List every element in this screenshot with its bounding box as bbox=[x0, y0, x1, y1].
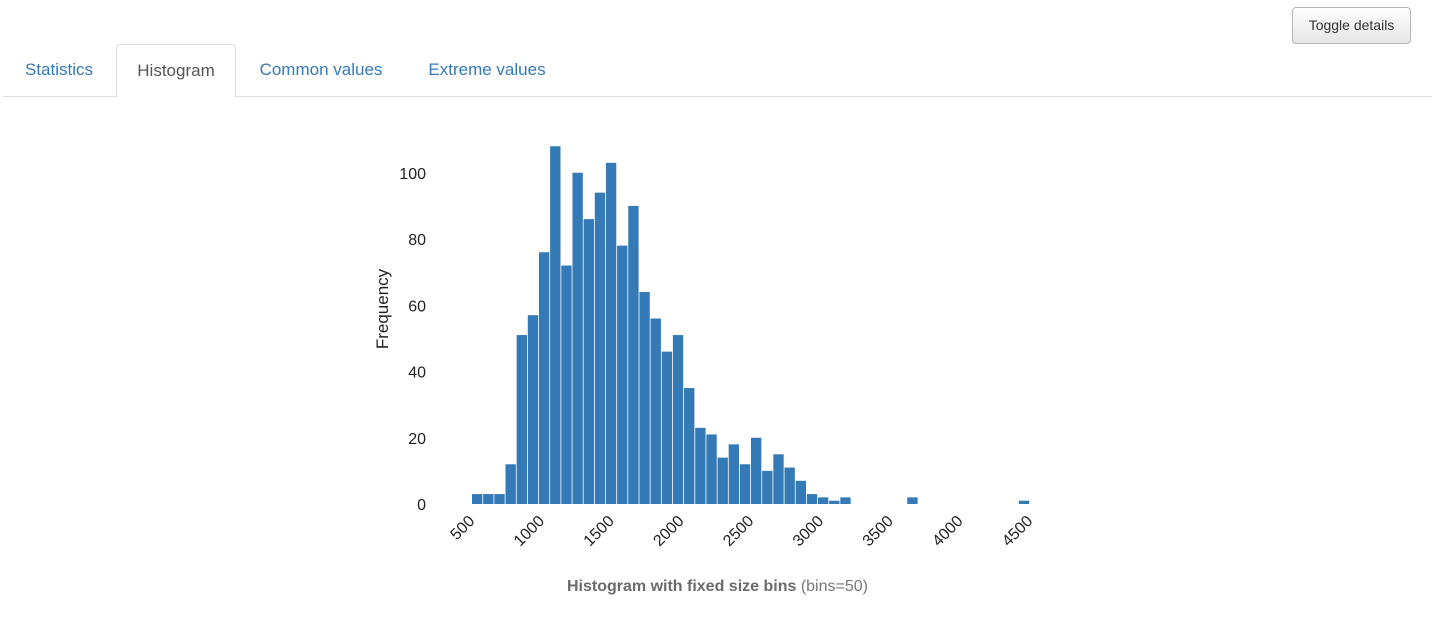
histogram-bar bbox=[472, 494, 483, 504]
x-tick-label: 3000 bbox=[790, 513, 827, 550]
histogram-bar bbox=[695, 427, 706, 504]
toggle-details-button[interactable]: Toggle details bbox=[1292, 7, 1411, 44]
histogram-bar bbox=[583, 219, 594, 504]
x-tick-label: 1000 bbox=[511, 513, 548, 550]
x-tick-label: 4000 bbox=[929, 513, 966, 550]
histogram-bar bbox=[684, 388, 695, 504]
histogram-bar bbox=[829, 500, 840, 504]
histogram-bar bbox=[572, 172, 583, 504]
x-tick-label: 4500 bbox=[999, 513, 1036, 550]
chart-caption: Histogram with fixed size bins (bins=50) bbox=[0, 578, 1435, 596]
histogram-bar bbox=[795, 480, 806, 504]
y-tick-label: 40 bbox=[408, 365, 426, 382]
histogram-bar bbox=[840, 497, 851, 504]
histogram-bar bbox=[594, 192, 606, 504]
histogram-bar bbox=[605, 162, 617, 504]
histogram-bar bbox=[907, 497, 918, 504]
tab-common-values[interactable]: Common values bbox=[259, 60, 383, 79]
y-tick-label: 20 bbox=[408, 431, 426, 448]
caption-title: Histogram with fixed size bins bbox=[567, 578, 797, 595]
histogram-bar bbox=[639, 292, 650, 504]
histogram-bar bbox=[1018, 500, 1030, 504]
x-tick-label: 500 bbox=[447, 513, 478, 544]
tab-histogram[interactable]: Histogram bbox=[116, 44, 236, 98]
histogram-bar bbox=[751, 437, 762, 504]
histogram-bar bbox=[762, 470, 773, 504]
x-tick-label: 1500 bbox=[581, 513, 618, 550]
x-tick-label: 2000 bbox=[650, 513, 687, 550]
histogram-bar bbox=[773, 454, 784, 504]
histogram-bar bbox=[527, 315, 539, 504]
x-tick-label: 3500 bbox=[860, 513, 897, 550]
histogram-bar bbox=[672, 335, 684, 504]
histogram-bar bbox=[617, 245, 628, 504]
histogram-bar bbox=[739, 464, 751, 504]
y-tick-label: 100 bbox=[399, 166, 426, 183]
histogram-bar bbox=[650, 318, 661, 504]
histogram-bar bbox=[628, 205, 639, 504]
histogram-bar bbox=[561, 265, 572, 504]
x-tick-label: 2500 bbox=[720, 513, 757, 550]
histogram-bar bbox=[806, 494, 818, 504]
y-tick-label: 60 bbox=[408, 298, 426, 315]
histogram-bar bbox=[516, 335, 527, 504]
tab-bar: Statistics Histogram Common values Extre… bbox=[3, 44, 1432, 98]
histogram-bar bbox=[550, 146, 561, 504]
y-tick-label: 80 bbox=[408, 232, 426, 249]
histogram-bar bbox=[483, 494, 494, 504]
tab-extreme-values[interactable]: Extreme values bbox=[428, 60, 546, 79]
histogram-bar bbox=[717, 457, 728, 504]
histogram-bar bbox=[494, 494, 505, 504]
histogram-bar bbox=[817, 497, 829, 504]
y-axis-label: Frequency bbox=[373, 268, 392, 349]
y-tick-label: 0 bbox=[417, 497, 426, 514]
histogram-chart: 0 20 40 60 80 100 500 1000 1500 2000 2500 3000 3500 4… bbox=[373, 146, 1036, 550]
histogram-bar bbox=[538, 252, 550, 504]
tab-statistics[interactable]: Statistics bbox=[24, 60, 94, 79]
histogram-bar bbox=[661, 351, 673, 504]
caption-subtitle: (bins=50) bbox=[800, 578, 868, 595]
histogram-bar bbox=[728, 444, 740, 504]
histogram-bar bbox=[706, 434, 717, 504]
histogram-bar bbox=[505, 464, 516, 504]
histogram-bar bbox=[784, 467, 795, 504]
